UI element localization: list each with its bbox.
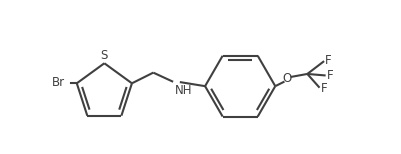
Text: NH: NH (175, 84, 192, 97)
Text: Br: Br (51, 76, 65, 89)
Text: F: F (325, 54, 332, 67)
Text: F: F (321, 82, 327, 95)
Text: S: S (101, 49, 108, 62)
Text: F: F (327, 69, 334, 82)
Text: O: O (283, 72, 292, 85)
